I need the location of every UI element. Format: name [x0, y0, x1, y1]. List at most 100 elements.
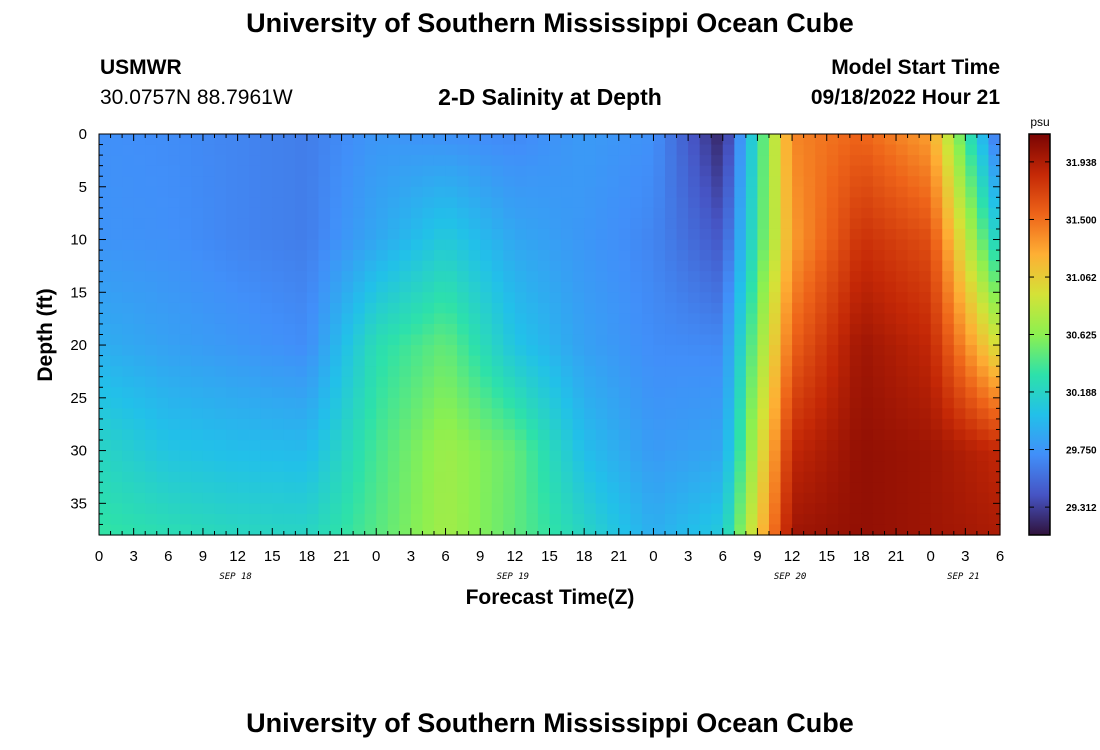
heatmap-cell	[468, 492, 481, 504]
heatmap-cell	[919, 165, 932, 177]
heatmap-cell	[803, 376, 816, 388]
heatmap-cell	[537, 345, 551, 357]
heatmap-cell	[387, 165, 400, 177]
heatmap-cell	[838, 387, 851, 399]
heatmap-cell	[618, 165, 631, 177]
heatmap-cell	[607, 524, 620, 536]
heatmap-cell	[803, 250, 816, 262]
heatmap-cell	[653, 207, 666, 220]
heatmap-cell	[480, 461, 493, 473]
heatmap-cell	[942, 281, 955, 293]
heatmap-cell	[734, 461, 747, 473]
heatmap-cell	[849, 155, 862, 167]
heatmap-cell	[179, 155, 193, 167]
heatmap-cell	[768, 524, 782, 536]
heatmap-cell	[214, 482, 227, 494]
heatmap-cell	[653, 334, 666, 346]
heatmap-cell	[803, 492, 816, 504]
heatmap-cell	[399, 281, 412, 293]
heatmap-cell	[503, 313, 516, 325]
heatmap-cell	[838, 271, 851, 283]
heatmap-cell	[757, 228, 770, 241]
heatmap-cell	[711, 260, 724, 272]
heatmap-cell	[122, 207, 135, 220]
heatmap-cell	[618, 450, 631, 462]
heatmap-cell	[399, 239, 412, 251]
heatmap-cell	[872, 440, 886, 452]
heatmap-cell	[260, 461, 273, 473]
heatmap-cell	[364, 471, 377, 483]
heatmap-cell	[815, 471, 828, 483]
heatmap-cell	[122, 197, 135, 209]
heatmap-cell	[376, 144, 389, 156]
heatmap-cell	[272, 281, 285, 293]
heatmap-cell	[907, 376, 920, 388]
heatmap-cell	[249, 292, 262, 304]
heatmap-cell	[988, 323, 1001, 336]
heatmap-cell	[468, 228, 481, 241]
heatmap-cell	[514, 471, 527, 483]
heatmap-cell	[110, 429, 123, 441]
heatmap-cell	[688, 176, 701, 188]
heatmap-cell	[133, 197, 146, 209]
heatmap-cell	[572, 165, 585, 177]
heatmap-cell	[711, 482, 724, 494]
heatmap-cell	[260, 260, 273, 272]
heatmap-cell	[214, 376, 227, 388]
heatmap-cell	[480, 450, 493, 462]
heatmap-cell	[722, 207, 735, 220]
heatmap-cell	[595, 155, 608, 167]
heatmap-cell	[526, 323, 539, 336]
heatmap-cell	[757, 239, 770, 251]
heatmap-cell	[907, 186, 920, 198]
heatmap-cell	[202, 144, 216, 156]
heatmap-cell	[745, 461, 759, 473]
heatmap-cell	[722, 418, 735, 431]
heatmap-cell	[595, 197, 608, 209]
heatmap-cell	[907, 165, 920, 177]
heatmap-cell	[133, 250, 146, 262]
heatmap-cell	[260, 239, 273, 251]
heatmap-cell	[168, 450, 181, 462]
heatmap-cell	[722, 197, 735, 209]
heatmap-cell	[907, 281, 920, 293]
heatmap-cell	[584, 397, 597, 409]
heatmap-cell	[641, 292, 655, 304]
heatmap-cell	[387, 228, 400, 241]
heatmap-cell	[364, 228, 377, 241]
heatmap-cell	[976, 292, 990, 304]
heatmap-cell	[480, 281, 493, 293]
colorbar-ticks: 31.93831.50031.06230.62530.18829.75029.3…	[1029, 158, 1097, 514]
heatmap-cell	[122, 302, 135, 314]
heatmap-cell	[272, 218, 285, 230]
heatmap-cell	[584, 271, 597, 283]
heatmap-cell	[503, 513, 516, 526]
heatmap-cell	[99, 144, 112, 156]
heatmap-cell	[99, 250, 112, 262]
heatmap-cell	[884, 429, 897, 441]
heatmap-cell	[942, 207, 955, 220]
heatmap-cell	[734, 492, 747, 504]
heatmap-cell	[202, 302, 216, 314]
heatmap-cell	[676, 228, 689, 241]
heatmap-cell	[122, 408, 135, 420]
heatmap-cell	[237, 345, 250, 357]
heatmap-cell	[514, 334, 527, 346]
heatmap-cell	[226, 513, 239, 526]
heatmap-cell	[745, 503, 759, 515]
heatmap-cell	[861, 482, 874, 494]
heatmap-cell	[410, 492, 424, 504]
heatmap-cell	[976, 524, 990, 536]
heatmap-cell	[202, 207, 216, 220]
heatmap-cell	[976, 334, 990, 346]
heatmap-cell	[815, 239, 828, 251]
heatmap-cell	[849, 323, 862, 336]
heatmap-cell	[283, 155, 296, 167]
heatmap-cell	[272, 228, 285, 241]
heatmap-cell	[838, 281, 851, 293]
heatmap-cell	[849, 313, 862, 325]
heatmap-cell	[607, 492, 620, 504]
heatmap-cell	[399, 228, 412, 241]
heatmap-cell	[353, 292, 366, 304]
heatmap-cell	[341, 176, 354, 188]
